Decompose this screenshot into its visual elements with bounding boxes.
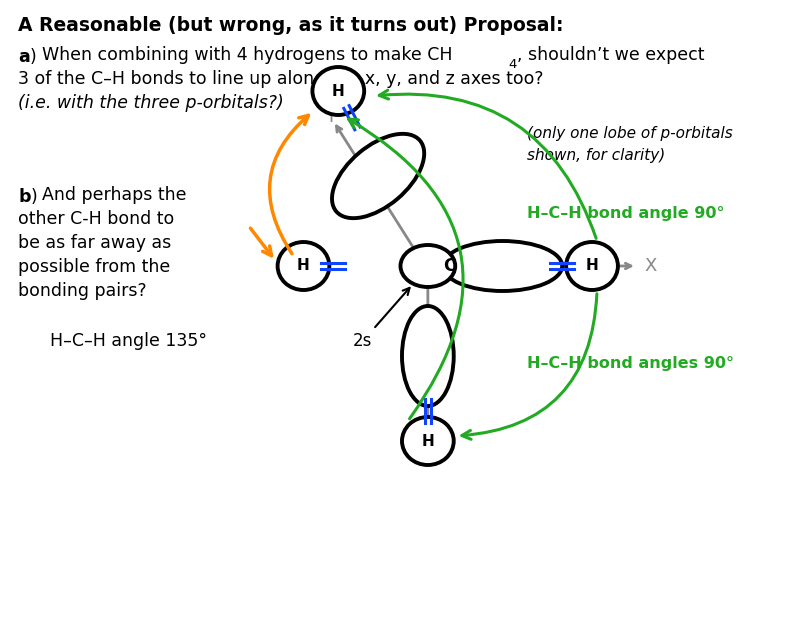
Text: 4: 4 [508,58,517,71]
Text: $\mathbf{b}$): $\mathbf{b}$) [18,186,37,206]
Text: Z: Z [421,433,434,451]
Text: H–C–H bond angle 90°: H–C–H bond angle 90° [527,206,725,221]
Text: other C-H bond to: other C-H bond to [18,210,174,228]
Ellipse shape [332,134,425,218]
Ellipse shape [402,417,454,465]
Text: 2s: 2s [353,288,409,350]
Text: H: H [297,258,310,273]
Text: H: H [585,258,599,273]
Text: When combining with 4 hydrogens to make CH: When combining with 4 hydrogens to make … [42,46,452,64]
FancyArrowPatch shape [462,294,597,439]
Text: H–C–H angle 135°: H–C–H angle 135° [50,332,207,350]
Text: H: H [332,83,345,99]
Text: (only one lobe of p-orbitals: (only one lobe of p-orbitals [527,126,733,141]
Text: possible from the: possible from the [18,258,170,276]
Text: , shouldn’t we expect: , shouldn’t we expect [517,46,705,64]
Text: $\mathbf{a}$): $\mathbf{a}$) [18,46,37,66]
Text: be as far away as: be as far away as [18,234,171,252]
Ellipse shape [401,245,455,287]
Text: H–C–H bond angles 90°: H–C–H bond angles 90° [527,356,734,371]
Text: C: C [444,257,456,275]
Text: 3 of the C–H bonds to line up along the x, y, and z axes too?: 3 of the C–H bonds to line up along the … [18,70,543,88]
Text: A Reasonable (but wrong, as it turns out) Proposal:: A Reasonable (but wrong, as it turns out… [18,16,563,35]
Text: And perhaps the: And perhaps the [42,186,186,204]
Text: shown, for clarity): shown, for clarity) [527,148,665,163]
Text: bonding pairs?: bonding pairs? [18,282,147,300]
FancyArrowPatch shape [348,119,463,418]
Text: Y: Y [325,108,336,126]
Ellipse shape [566,242,618,290]
FancyArrowPatch shape [250,228,272,256]
Ellipse shape [443,241,562,291]
Text: (i.e. with the three p-orbitals?): (i.e. with the three p-orbitals?) [18,94,284,112]
Text: H: H [421,434,434,448]
FancyArrowPatch shape [379,90,596,238]
FancyArrowPatch shape [269,115,308,254]
Ellipse shape [312,67,364,115]
Text: X: X [645,257,657,275]
Ellipse shape [402,306,454,406]
Ellipse shape [278,242,329,290]
